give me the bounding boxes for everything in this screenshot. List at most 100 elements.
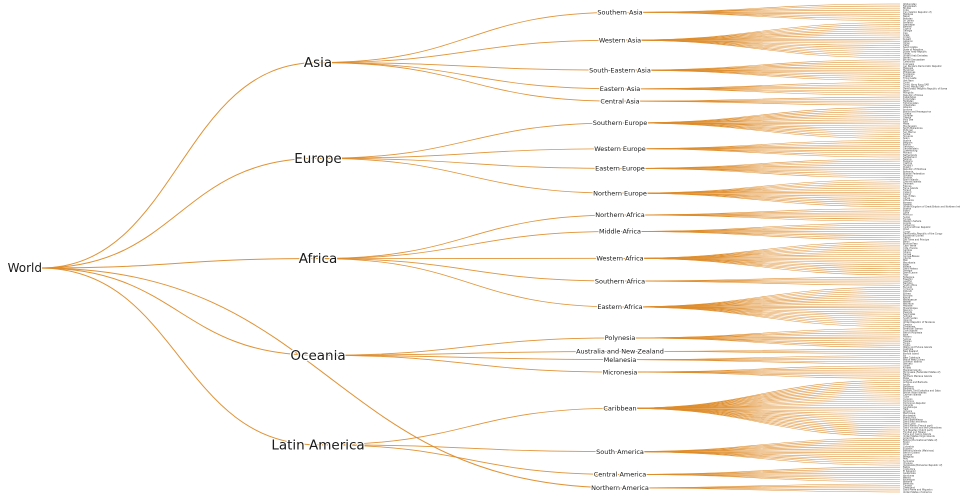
country-label-republic-of-korea: Republic of Korea (903, 94, 924, 97)
link-asia-south-eastern-asia (317, 62, 621, 71)
subregion-label-western-europe: Western Europe (594, 145, 646, 153)
country-label-martinique: Martinique (903, 412, 916, 415)
country-label-cyprus: Cyprus (903, 28, 912, 31)
country-label-australia: Australia (903, 348, 914, 351)
country-label-trinidad-and-tobago: Trinidad and Tobago (903, 431, 927, 434)
link-western-africa-guinea-bissau (619, 255, 901, 259)
country-label-dominica: Dominica (903, 400, 914, 403)
country-label-guatemala: Guatemala (903, 472, 916, 475)
country-label-cook-islands: Cook Islands (903, 330, 918, 333)
region-label-latin-america: Latin America (271, 437, 364, 453)
country-label-state-of-palestine: State of Palestine (903, 48, 924, 51)
subregion-label-australia-and-new-zealand: Australia and New Zealand (576, 348, 664, 356)
country-label-cayman-islands: Cayman Islands (903, 394, 922, 397)
link-western-africa-saint-helena (619, 258, 901, 269)
country-label-nauru: Nauru (903, 373, 911, 376)
link-northern-europe-united-kingdom-of-great-britain-and-northern-ireland (619, 192, 901, 207)
country-label-grenada: Grenada (903, 404, 913, 407)
country-label-gambia: Gambia (903, 249, 913, 252)
country-label-kuwait: Kuwait (903, 38, 911, 41)
country-label-panama: Panama (903, 480, 913, 483)
country-label-san-marino: San Marino (903, 131, 916, 134)
link-asia-eastern-asia (317, 62, 621, 90)
country-label-liberia: Liberia (903, 257, 911, 260)
country-label-suriname: Suriname (903, 460, 915, 463)
subregion-label-micronesia: Micronesia (603, 368, 638, 376)
country-label-british-virgin-islands: British Virgin Islands (903, 392, 927, 395)
country-label-croatia: Croatia (903, 112, 912, 115)
country-label-r-union: Réunion (903, 309, 913, 312)
country-label-togo: Togo (903, 274, 909, 277)
country-label-albania: Albania (903, 106, 912, 109)
country-label-mayotte: Mayotte (903, 305, 913, 308)
link-southern-asia-india (619, 9, 901, 13)
country-label-slovakia: Slovakia (903, 174, 913, 177)
country-label-ecuador: Ecuador (903, 447, 912, 450)
country-label-uruguay: Uruguay (903, 462, 913, 465)
country-label-bahrain: Bahrain (903, 26, 912, 29)
country-label-aruba: Aruba (903, 383, 910, 386)
link-latin-america-caribbean (317, 407, 621, 446)
country-label-zambia: Zambia (903, 323, 912, 326)
country-label-thailand: Thailand (903, 75, 913, 78)
country-label-north-macedonia: North Macedonia (903, 127, 923, 130)
link-southern-asia-sri-lanka (619, 11, 901, 21)
country-label-new-caledonia: New Caledonia (903, 356, 921, 359)
subregion-label-caribbean: Caribbean (603, 404, 636, 412)
country-label-syrian-arab-republic: Syrian Arab Republic (903, 50, 928, 53)
link-world-europe (39, 157, 319, 269)
country-label-haiti: Haiti (903, 408, 909, 411)
country-label-pitcairn: Pitcairn (903, 336, 912, 339)
country-label-papua-new-guinea: Papua New Guinea (903, 358, 925, 361)
link-eastern-africa-zimbabwe (619, 306, 901, 327)
subregion-label-eastern-europe: Eastern Europe (595, 165, 645, 173)
country-label-germany: Germany (903, 145, 914, 148)
subregion-label-central-america: Central America (594, 471, 647, 479)
subregion-label-middle-africa: Middle Africa (599, 228, 641, 236)
link-south-eastern-asia-brunei-darussalam (619, 59, 901, 71)
country-label-el-salvador: El Salvador (903, 470, 916, 473)
country-label-mozambique: Mozambique (903, 307, 918, 310)
country-label-nicaragua: Nicaragua (903, 478, 915, 481)
country-label-argentina: Argentina (903, 437, 915, 440)
country-label-turkey: Turkey (903, 52, 911, 55)
country-label-ethiopia: Ethiopia (903, 294, 913, 297)
country-label-senegal: Senegal (903, 270, 913, 273)
country-label-northern-mariana-islands: Northern Mariana Islands (903, 375, 933, 378)
country-label-jamaica: Jamaica (902, 410, 913, 413)
country-label-samoa: Samoa (903, 338, 912, 341)
country-label-iceland: Iceland (903, 191, 912, 194)
country-label-kazakhstan: Kazakhstan (903, 96, 917, 99)
link-world-northern-america (39, 267, 621, 489)
country-label-chile: Chile (903, 443, 909, 446)
country-label-japan: Japan (902, 90, 910, 93)
country-label-bolivia-plurinational-state-of: Bolivia (Plurinational State of) (903, 439, 937, 442)
country-label-democratic-people-s-republic-of-korea: Democratic People's Republic of Korea (903, 88, 948, 91)
country-label-oman: Oman (903, 42, 910, 45)
country-label-georgia: Georgia (903, 30, 913, 33)
link-melanesia-vanuatu (619, 359, 901, 365)
country-label-united-states-of-america: United States of America (903, 491, 932, 494)
country-label-saint-martin-french-part: Saint Martin (French part) (903, 425, 933, 428)
link-central-asia-uzbekistan (619, 100, 901, 106)
country-label-benin: Benin (903, 241, 910, 244)
country-label-singapore: Singapore (903, 73, 915, 76)
country-label-djibouti: Djibouti (903, 290, 912, 293)
subregion-label-northern-europe: Northern Europe (593, 189, 647, 197)
country-label-peru: Peru (903, 458, 909, 461)
country-label-ireland: Ireland (903, 193, 911, 196)
country-label-bonaire-sint-eustatius-and-saba: Bonaire, Sint Eustatius and Saba (903, 389, 941, 392)
country-label-sao-tome-and-principe: Sao Tome and Principe (903, 239, 930, 242)
country-label-kyrgyzstan: Kyrgyzstan (903, 98, 916, 101)
link-latin-america-south-america (317, 444, 621, 453)
country-label-antigua-and-barbuda: Antigua and Barbuda (903, 381, 928, 384)
country-label-zimbabwe: Zimbabwe (903, 325, 916, 328)
country-label-united-arab-emirates: United Arab Emirates (903, 54, 928, 57)
country-label-madagascar: Madagascar (903, 298, 917, 301)
country-label-yemen: Yemen (903, 57, 911, 60)
country-label-timor-leste: Timor-Leste (903, 77, 917, 80)
country-label-wallis-and-futuna-islands: Wallis and Futuna Islands (903, 346, 933, 349)
country-label-belize: Belize (903, 466, 910, 469)
country-label-armenia: Armenia (903, 21, 913, 24)
